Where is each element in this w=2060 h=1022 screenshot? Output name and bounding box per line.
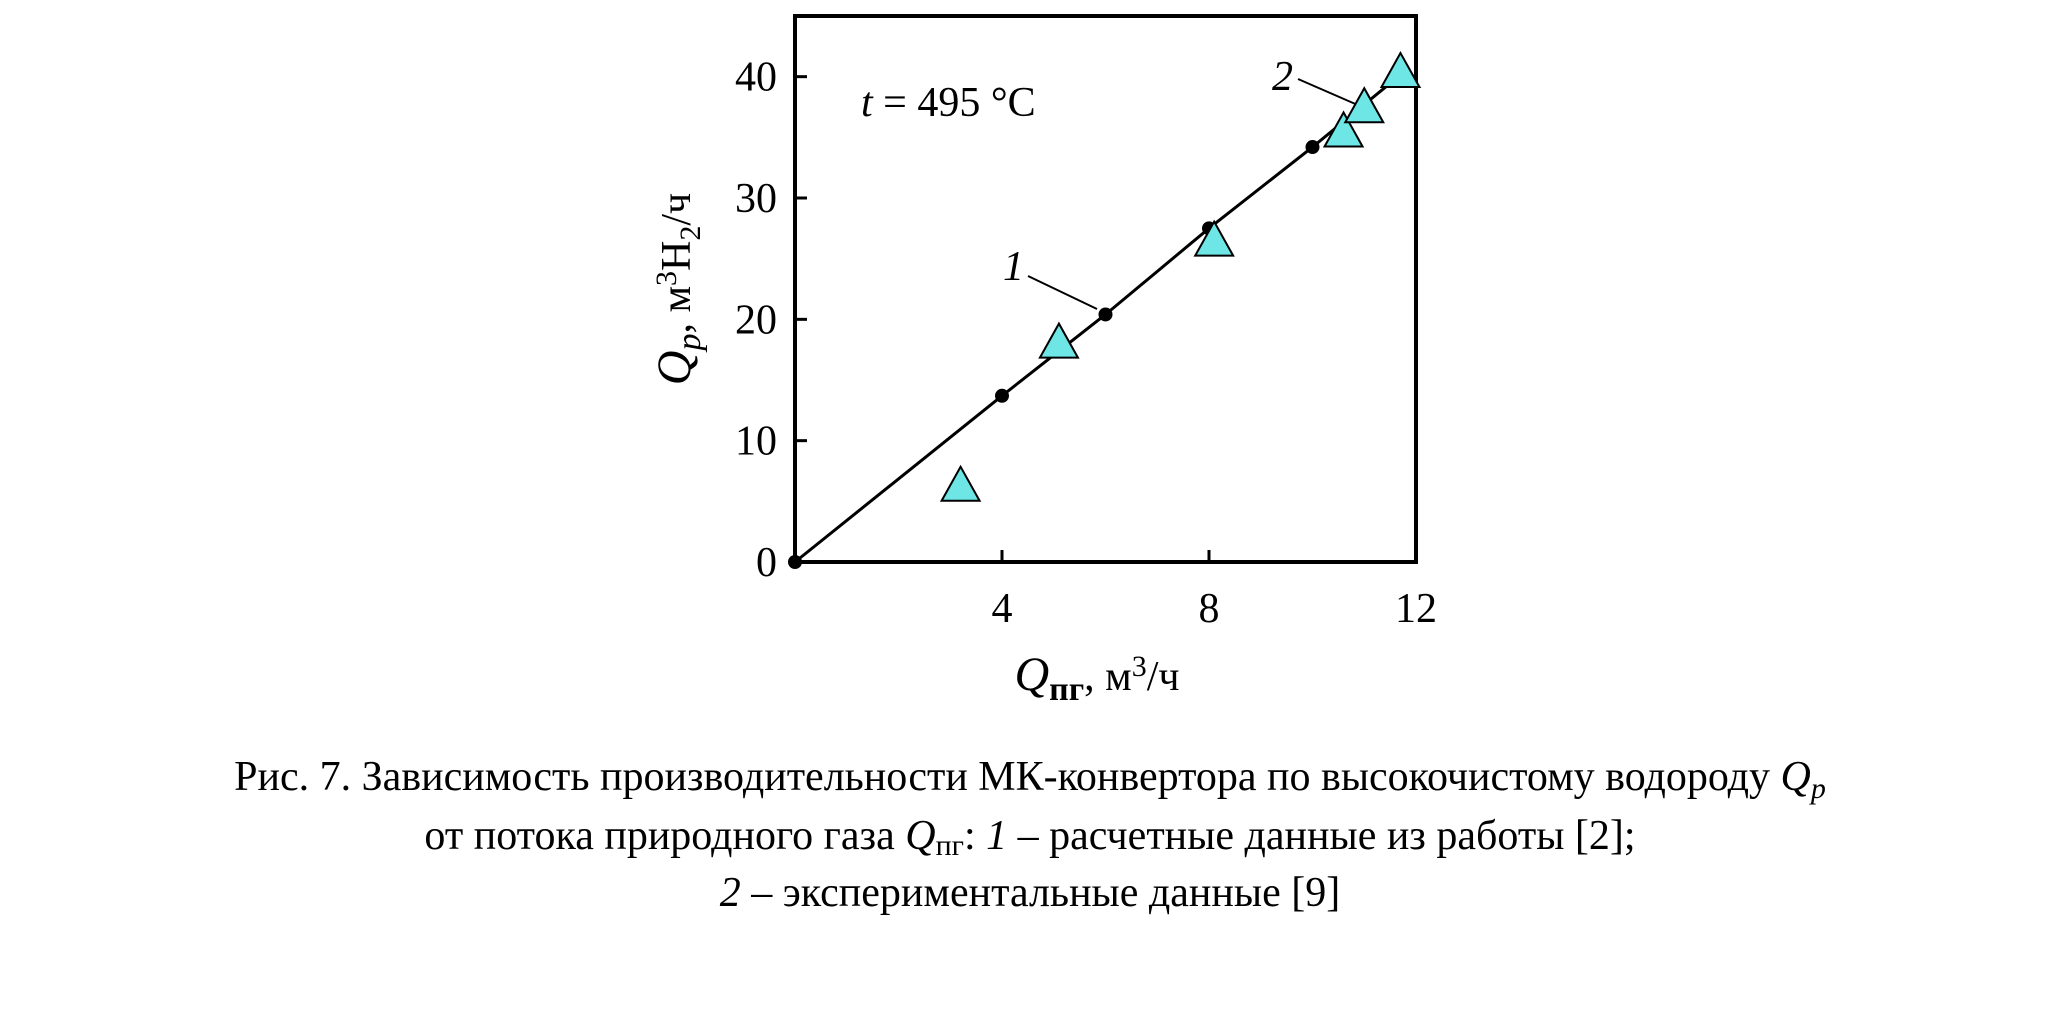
series-label: 2 bbox=[1272, 54, 1293, 100]
y-tick-label: 30 bbox=[735, 176, 777, 222]
caption-num: 2 bbox=[720, 870, 741, 916]
x-tick-label: 8 bbox=[1199, 586, 1220, 632]
triangle-marker bbox=[939, 464, 982, 502]
series-label: 1 bbox=[1003, 244, 1024, 290]
y-tick-label: 40 bbox=[735, 55, 777, 101]
x-label-unit: , м bbox=[1084, 654, 1132, 700]
caption-line: от потока природного газа Qпг: 1 – расче… bbox=[424, 813, 1635, 862]
caption-sub: p bbox=[1809, 772, 1826, 805]
caption-text: Рис. 7. Зависимость производительности М… bbox=[234, 754, 1780, 800]
dot-marker bbox=[1098, 307, 1113, 322]
triangle-marker bbox=[1343, 86, 1385, 124]
x-label-sub: пг bbox=[1049, 671, 1084, 708]
leader-line bbox=[1027, 275, 1098, 310]
x-axis-label: Qпг, м3/ч bbox=[1014, 648, 1179, 708]
y-label-unit: , м bbox=[654, 286, 700, 334]
annotation: t = 495 °C bbox=[861, 80, 1036, 126]
caption-text: от потока природного газа bbox=[424, 813, 905, 859]
leader-line bbox=[1297, 78, 1361, 107]
y-label-h: H bbox=[654, 241, 700, 271]
x-tick-label: 12 bbox=[1395, 586, 1437, 632]
annotation-text: = 495 °C bbox=[873, 80, 1036, 126]
caption-text: : bbox=[964, 813, 986, 859]
triangle-marker bbox=[1322, 110, 1365, 148]
triangle-marker bbox=[1193, 219, 1235, 257]
y-label-tail: /ч bbox=[654, 193, 700, 226]
y-label-q: Q bbox=[648, 351, 701, 386]
y-tick-label: 0 bbox=[756, 540, 777, 586]
x-label-sup: 3 bbox=[1132, 650, 1147, 683]
dot-marker bbox=[1305, 140, 1320, 155]
annotation-var: t bbox=[861, 80, 874, 126]
caption-line: Рис. 7. Зависимость производительности М… bbox=[234, 754, 1826, 805]
caption-q: Q bbox=[1781, 754, 1811, 800]
y-tick-label: 10 bbox=[735, 419, 777, 465]
x-label-tail: /ч bbox=[1147, 654, 1180, 700]
y-axis-label: Qp, м3H2/ч bbox=[648, 193, 708, 385]
y-label-sub: p bbox=[671, 334, 708, 353]
triangle-marker bbox=[1379, 50, 1422, 89]
caption-sub: пг bbox=[936, 829, 964, 862]
y-tick-label: 20 bbox=[735, 297, 777, 343]
y-label-hsub: 2 bbox=[674, 226, 707, 241]
caption-text: – расчетные данные из работы [2]; bbox=[1007, 813, 1635, 859]
caption-line: 2 – экспериментальные данные [9] bbox=[720, 870, 1340, 916]
dot-marker bbox=[995, 388, 1009, 403]
caption-num: 1 bbox=[986, 813, 1007, 859]
x-label-q: Q bbox=[1014, 648, 1049, 701]
series-line bbox=[794, 77, 1397, 564]
plot-frame bbox=[793, 14, 1418, 564]
triangle-marker bbox=[1038, 321, 1080, 359]
x-tick-label: 4 bbox=[992, 586, 1013, 632]
caption-q: Q bbox=[905, 813, 935, 859]
dot-marker bbox=[788, 555, 802, 569]
caption-text: – экспериментальные данные [9] bbox=[741, 870, 1340, 916]
y-label-sup: 3 bbox=[650, 271, 683, 286]
